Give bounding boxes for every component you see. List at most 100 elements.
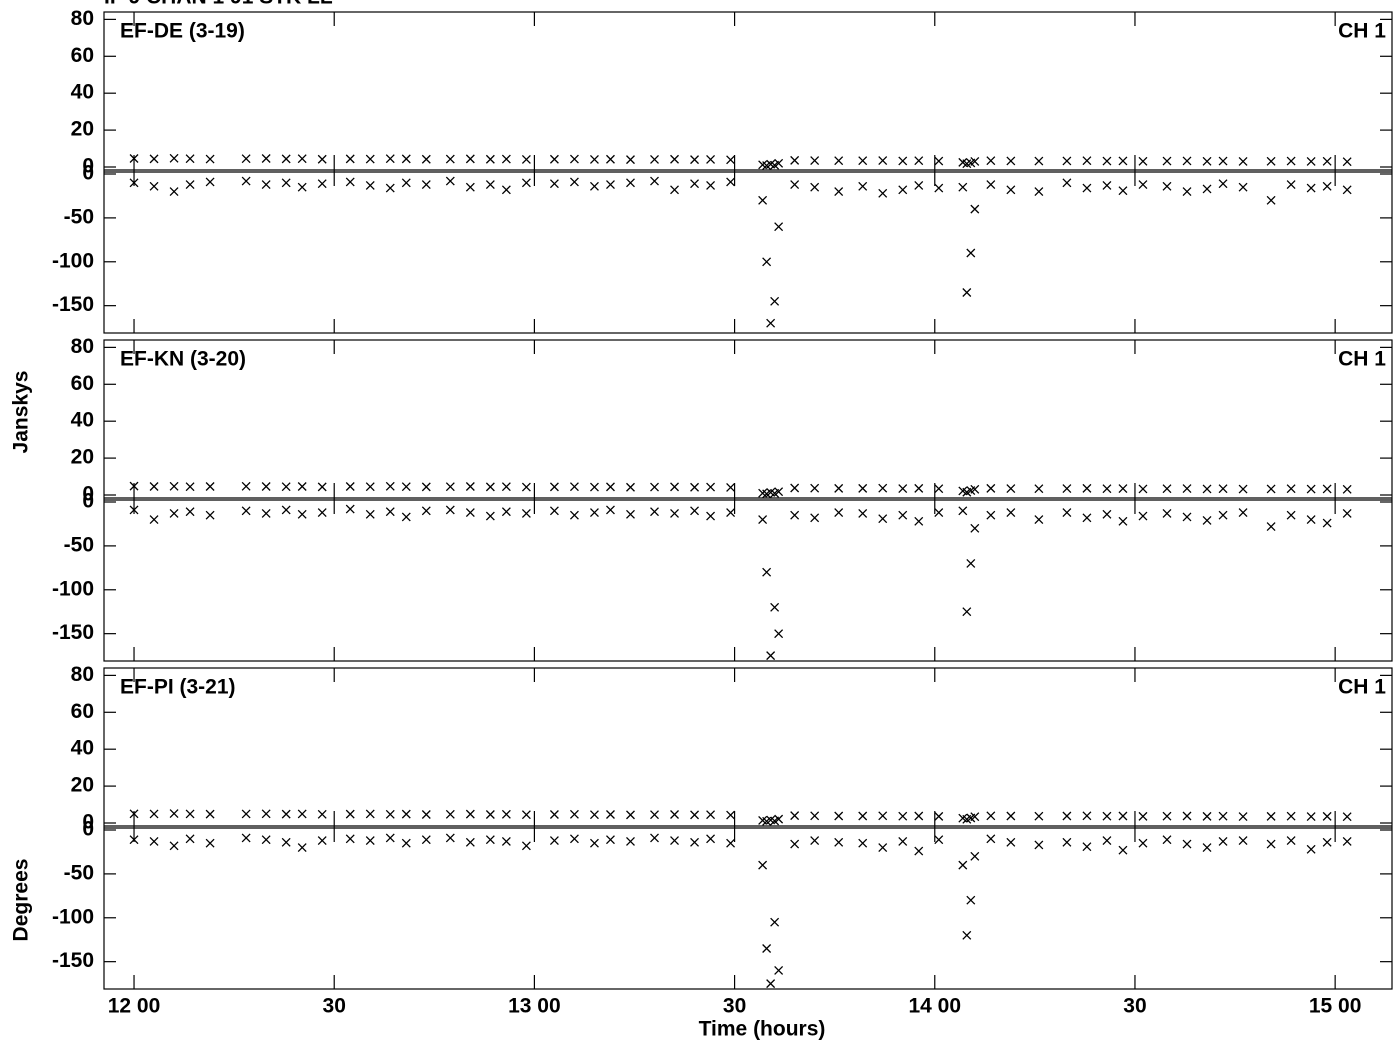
amplitude-point <box>810 811 820 821</box>
phase-point <box>810 836 820 845</box>
amplitude-point <box>986 811 996 821</box>
amplitude-point <box>169 809 179 819</box>
amplitude-point <box>1266 156 1276 166</box>
amplitude-point <box>670 810 679 819</box>
amplitude-point <box>521 810 531 820</box>
phase-point <box>970 851 980 861</box>
amplitude-point <box>706 482 716 492</box>
phase-point <box>589 838 599 848</box>
amplitude-point <box>774 487 784 497</box>
phase-point <box>589 508 599 517</box>
amplitude-point <box>914 483 924 493</box>
amplitude-point <box>1182 811 1192 821</box>
phase-point <box>770 602 780 612</box>
phase-point <box>1286 510 1296 520</box>
phase-point <box>421 506 431 516</box>
phase-point <box>281 178 291 188</box>
phase-point <box>1238 508 1248 517</box>
amplitude-point <box>281 482 291 492</box>
phase-point <box>1322 837 1332 847</box>
phase-point <box>401 178 411 188</box>
y-tick-label: 60 <box>71 700 94 723</box>
amplitude-point <box>465 482 475 491</box>
amplitude-point <box>1238 157 1248 166</box>
amplitude-point <box>1342 484 1352 494</box>
phase-point <box>878 843 888 853</box>
phase-point <box>1118 516 1128 526</box>
phase-point <box>205 838 215 848</box>
phase-point <box>970 204 980 214</box>
amplitude-point <box>1082 156 1092 166</box>
phase-point <box>898 836 908 846</box>
amplitude-point <box>445 154 455 164</box>
x-tick-label: 15 00 <box>1309 995 1362 1018</box>
y2-tick-label: -100 <box>52 905 94 928</box>
amplitude-point <box>858 483 868 493</box>
phase-point <box>962 288 972 297</box>
phase-point <box>670 508 679 518</box>
phase-point <box>1006 185 1016 195</box>
amplitude-point <box>185 809 195 819</box>
amplitude-point <box>401 809 411 819</box>
phase-point <box>966 895 976 905</box>
amplitude-point <box>606 482 615 492</box>
amplitude-point <box>1202 484 1212 494</box>
phase-point <box>261 835 271 845</box>
phase-point <box>1162 508 1172 518</box>
amplitude-point <box>878 811 888 821</box>
phase-point <box>706 180 716 190</box>
amplitude-point <box>1162 484 1172 494</box>
amplitude-point <box>501 154 511 164</box>
panel-channel: CH 1 <box>1338 20 1386 43</box>
phase-point <box>790 180 800 189</box>
y-tick-label: 20 <box>71 118 94 141</box>
amplitude-point <box>1138 156 1148 166</box>
amplitude-point <box>1306 157 1316 166</box>
phase-point <box>185 834 195 844</box>
amplitude-point <box>1202 156 1212 166</box>
y-tick-label: 0 <box>82 483 94 506</box>
phase-point <box>569 834 579 844</box>
amplitude-point <box>898 484 908 494</box>
amplitude-point <box>317 809 327 819</box>
phase-point <box>445 176 455 186</box>
y2-tick-label: -150 <box>52 621 94 644</box>
phase-point <box>1162 835 1172 845</box>
phase-point <box>834 508 844 517</box>
phase-point <box>465 837 475 847</box>
amplitude-point <box>421 482 431 492</box>
amplitude-point <box>589 810 599 820</box>
amplitude-point <box>169 153 179 163</box>
amplitude-point <box>465 809 475 819</box>
amplitude-point <box>690 482 700 492</box>
amplitude-point <box>281 154 291 164</box>
amplitude-point <box>878 483 888 493</box>
phase-point <box>521 178 531 188</box>
phase-point <box>1062 837 1072 847</box>
phase-point <box>1118 845 1128 855</box>
phase-point <box>1218 836 1228 846</box>
amplitude-point <box>421 154 431 164</box>
phase-point <box>129 505 139 515</box>
amplitude-point <box>898 156 908 166</box>
amplitude-point <box>589 154 599 164</box>
amplitude-point <box>1342 812 1352 822</box>
phase-point <box>465 182 475 192</box>
phase-point <box>758 515 768 525</box>
amplitude-point <box>970 484 980 494</box>
x-axis-label: Time (hours) <box>699 1018 826 1041</box>
phase-point <box>345 177 355 187</box>
phase-point <box>726 177 736 187</box>
phase-point <box>1138 511 1148 521</box>
phase-point <box>185 180 195 189</box>
amplitude-point <box>1006 156 1016 166</box>
phase-point <box>1138 838 1148 848</box>
x-tick-label: 12 00 <box>108 995 161 1018</box>
amplitude-point <box>421 810 431 819</box>
amplitude-point <box>1034 484 1044 494</box>
amplitude-point <box>365 809 375 819</box>
phase-point <box>1286 180 1296 189</box>
amplitude-point <box>834 811 844 821</box>
phase-point <box>770 917 780 927</box>
phase-point <box>1306 515 1316 525</box>
